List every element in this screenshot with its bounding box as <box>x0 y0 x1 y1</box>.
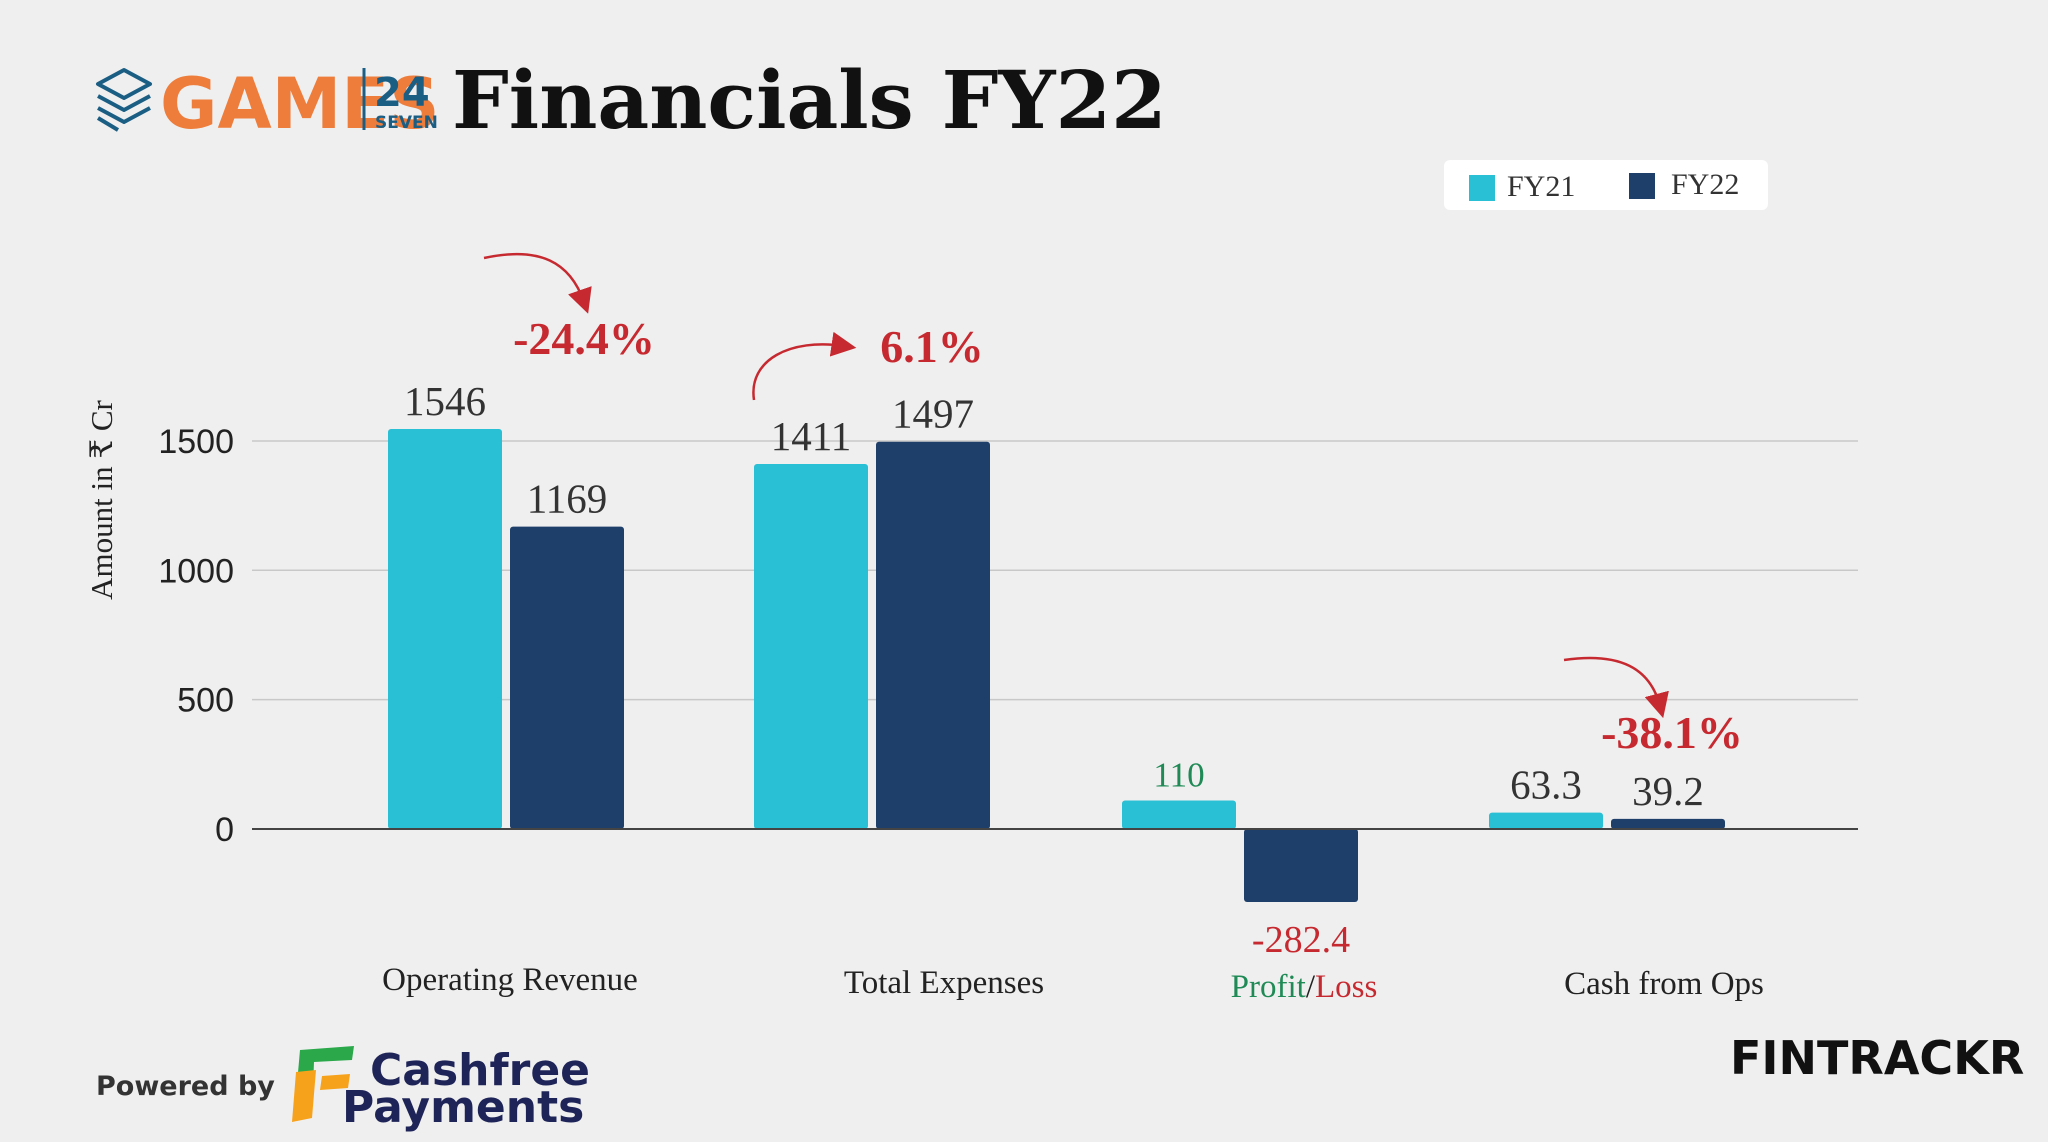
change-label: -24.4% <box>513 313 655 364</box>
change-label: 6.1% <box>880 321 984 372</box>
change-annotations: -24.4% 6.1% -38.1% <box>483 252 1743 758</box>
category-label-profit-loss: Profit/Loss <box>1231 969 1378 1005</box>
games24seven-logo: GAMES 24 SEVEN <box>96 63 440 145</box>
value-label-fy21: 110 <box>1153 756 1204 795</box>
bar-fy22-cash-from-ops <box>1611 818 1725 829</box>
legend-swatch-fy21 <box>1469 175 1495 201</box>
bar-fy21-profit-loss <box>1122 800 1236 829</box>
value-labels: 1546 1169 1411 1497 110 -282.4 63.3 39.2 <box>404 378 1704 961</box>
category-label-operating-revenue: Operating Revenue <box>382 962 638 998</box>
cashfree-mark-icon <box>292 1046 354 1122</box>
value-label-fy22: -282.4 <box>1252 919 1350 961</box>
brand-word: GAMES <box>160 63 440 145</box>
category-label-cash-from-ops: Cash from Ops <box>1564 966 1764 1002</box>
page-title: Financials FY22 <box>452 53 1167 147</box>
value-label-fy21: 1546 <box>404 378 486 424</box>
value-label-fy22: 1169 <box>527 476 607 522</box>
fintrackr-logo: FINTRACKR <box>1730 1031 2024 1085</box>
category-labels: Operating Revenue Total Expenses Profit/… <box>382 962 1764 1005</box>
y-ticks: 0 500 1000 1500 <box>158 423 234 849</box>
bar-fy21-operating-revenue <box>388 429 502 829</box>
legend: FY21 FY22 <box>1444 160 1768 210</box>
stack-layers-icon <box>96 68 152 132</box>
brand-sub: SEVEN <box>375 113 438 133</box>
legend-box <box>1444 160 1768 210</box>
bar-fy21-cash-from-ops <box>1489 812 1603 829</box>
bar-fy21-total-expenses <box>754 463 868 829</box>
y-tick-label: 1000 <box>158 552 234 590</box>
bars <box>388 429 1725 903</box>
brand-number: 24 <box>374 70 430 116</box>
change-arrow-down-icon <box>483 252 592 314</box>
legend-label-fy21: FY21 <box>1507 170 1575 203</box>
y-tick-label: 0 <box>215 811 234 849</box>
value-label-fy22: 1497 <box>892 391 974 437</box>
loss-word: Loss <box>1315 969 1377 1005</box>
y-axis-label: Amount in ₹ Cr <box>84 399 119 599</box>
y-tick-label: 500 <box>177 682 234 720</box>
bar-fy22-total-expenses <box>876 441 990 829</box>
bar-fy22-operating-revenue <box>510 526 624 829</box>
change-arrow-up-icon <box>752 331 857 401</box>
category-label-total-expenses: Total Expenses <box>844 965 1044 1001</box>
y-tick-label: 1500 <box>158 423 234 461</box>
powered-by-label: Powered by <box>96 1071 275 1102</box>
cashfree-logo: Cashfree Payments <box>292 1045 590 1133</box>
profit-word: Profit <box>1231 969 1306 1005</box>
legend-label-fy22: FY22 <box>1671 168 1739 201</box>
profit-loss-separator: / <box>1306 969 1316 1005</box>
change-label: -38.1% <box>1601 707 1743 758</box>
change-arrow-down-icon <box>1563 656 1669 719</box>
cashfree-word: Cashfree <box>370 1045 590 1096</box>
payments-word: Payments <box>342 1082 584 1133</box>
legend-swatch-fy22 <box>1629 173 1655 199</box>
bar-fy22-profit-loss <box>1244 829 1358 903</box>
value-label-fy21: 63.3 <box>1510 762 1582 808</box>
value-label-fy21: 1411 <box>771 413 851 459</box>
value-label-fy22: 39.2 <box>1632 768 1704 814</box>
